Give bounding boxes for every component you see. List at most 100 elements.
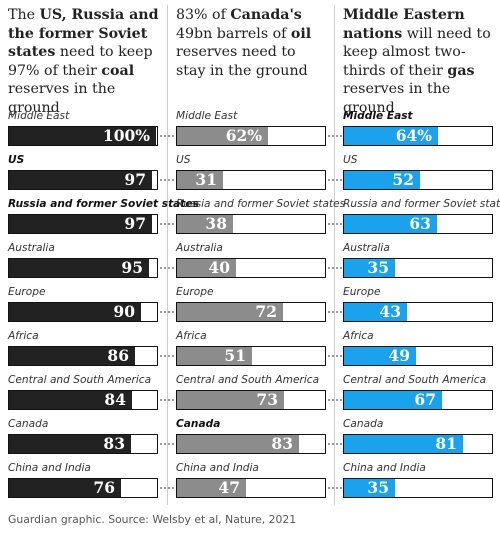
bar-fill (177, 479, 246, 497)
bar-fill (9, 391, 132, 409)
category-label: Australia (8, 242, 55, 254)
category-label: Russia and former Soviet states (8, 198, 199, 210)
bar-frame: 43 (343, 302, 493, 322)
value-label: 43 (379, 302, 401, 321)
category-label: Canada (343, 418, 384, 430)
bar-fill (344, 303, 407, 321)
bar-fill (9, 171, 152, 189)
bar-fill (344, 435, 463, 453)
bar-frame: 62% (176, 126, 326, 146)
value-label: 81 (435, 434, 457, 453)
bar-frame: 83 (176, 434, 326, 454)
bar-frame: 40 (176, 258, 326, 278)
category-label: Middle East (343, 110, 413, 122)
bar-fill (177, 215, 233, 233)
row-connector (160, 135, 174, 137)
bar-frame: 73 (176, 390, 326, 410)
bar-frame: 35 (343, 258, 493, 278)
row-connector (160, 179, 174, 181)
value-label: 67 (414, 390, 436, 409)
bar-frame: 49 (343, 346, 493, 366)
headline-segment: coal (101, 62, 135, 79)
value-label: 86 (107, 346, 129, 365)
row-connector (160, 443, 174, 445)
row-connector (328, 311, 342, 313)
category-label: Africa (343, 330, 374, 342)
headline-segment: 83% of (176, 7, 231, 23)
bar-frame: 35 (343, 478, 493, 498)
value-label: 95 (121, 258, 143, 277)
bar-fill (344, 171, 420, 189)
row-connector (328, 355, 342, 357)
headline-segment: reserves in the ground (8, 81, 116, 116)
oil-headline: 83% of Canada's 49bn barrels of oil rese… (176, 6, 328, 80)
bar-frame: 31 (176, 170, 326, 190)
bar-fill (9, 127, 156, 145)
row-connector (160, 355, 174, 357)
headline-segment: need to keep 97% of their (8, 44, 153, 79)
row-connector (328, 443, 342, 445)
bar-fill (9, 435, 131, 453)
row-connector (328, 399, 342, 401)
value-label: 90 (113, 302, 135, 321)
bar-frame: 47 (176, 478, 326, 498)
bar-frame: 83 (8, 434, 158, 454)
value-label: 52 (392, 170, 414, 189)
headline-segment: Middle Eastern nations (343, 7, 465, 42)
bar-fill (177, 171, 223, 189)
value-label: 97 (124, 214, 146, 233)
value-label: 83 (103, 434, 125, 453)
value-label: 84 (104, 390, 126, 409)
category-label: Australia (176, 242, 223, 254)
category-label: Russia and former Soviet states (176, 198, 346, 210)
bar-frame: 38 (176, 214, 326, 234)
value-label: 35 (367, 258, 389, 277)
bar-fill (177, 391, 284, 409)
bar-frame: 90 (8, 302, 158, 322)
headline-segment: gas (447, 62, 475, 79)
headline-segment: will need to keep almost two-thirds of t… (343, 25, 491, 79)
bar-frame: 72 (176, 302, 326, 322)
headline-segment: 49bn barrels of (176, 25, 291, 42)
source-note: Guardian graphic. Source: Welsby et al, … (8, 513, 297, 526)
row-connector (160, 487, 174, 489)
value-label: 63 (409, 214, 431, 233)
bar-fill (177, 347, 252, 365)
bar-fill (177, 259, 236, 277)
category-label: Central and South America (8, 374, 152, 386)
bar-fill (9, 479, 121, 497)
bar-frame: 100% (8, 126, 158, 146)
value-label: 35 (367, 478, 389, 497)
headline-segment: reserves in the ground (343, 81, 451, 116)
value-label: 76 (93, 478, 115, 497)
value-label: 62% (225, 126, 262, 145)
bar-frame: 76 (8, 478, 158, 498)
value-label: 47 (218, 478, 240, 497)
category-label: China and India (8, 462, 91, 474)
category-label: Australia (343, 242, 390, 254)
bar-frame: 95 (8, 258, 158, 278)
row-connector (328, 179, 342, 181)
bar-fill (9, 259, 149, 277)
value-label: 100% (102, 126, 150, 145)
category-label: Africa (8, 330, 39, 342)
category-label: Middle East (8, 110, 70, 122)
bar-frame: 63 (343, 214, 493, 234)
category-label: Canada (176, 418, 221, 430)
bar-fill (177, 435, 299, 453)
category-label: Europe (343, 286, 381, 298)
headline-segment: reserves need to stay in the ground (176, 44, 308, 79)
bar-fill (344, 347, 416, 365)
bar-fill (344, 259, 395, 277)
headline-segment: oil (290, 25, 312, 42)
category-label: Central and South America (176, 374, 320, 386)
value-label: 97 (124, 170, 146, 189)
value-label: 40 (208, 258, 230, 277)
category-label: China and India (176, 462, 259, 474)
value-label: 51 (224, 346, 246, 365)
bar-fill (344, 391, 442, 409)
bar-frame: 86 (8, 346, 158, 366)
category-label: Europe (176, 286, 214, 298)
row-connector (160, 311, 174, 313)
category-label: Europe (8, 286, 46, 298)
